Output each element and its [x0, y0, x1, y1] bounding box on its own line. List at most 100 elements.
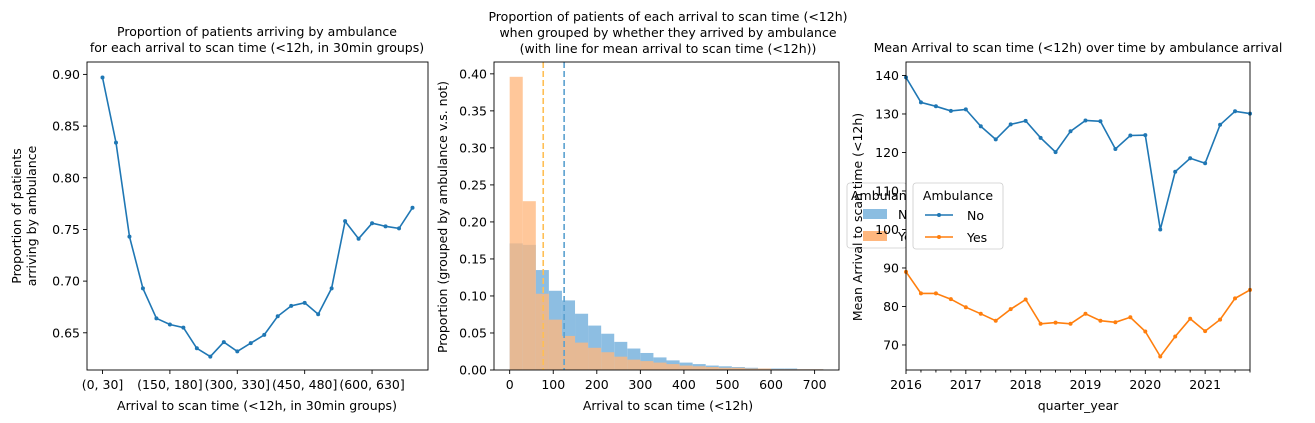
- chart3-point-no: [918, 100, 923, 105]
- chart3-legend-title: Ambulance: [923, 188, 994, 203]
- chart3-y-tick-label: 80: [883, 299, 899, 314]
- chart3-point-no: [993, 137, 998, 142]
- chart2-x-tick-label: 300: [628, 377, 652, 392]
- chart2-title-line2: when grouped by whether they arrived by …: [499, 25, 836, 40]
- chart3-ylabel: Mean Arrival to scan time (<12h): [850, 113, 865, 321]
- chart2-x-tick-label: 700: [803, 377, 827, 392]
- chart3-point-no: [948, 108, 953, 113]
- chart3-title: Mean Arrival to scan time (<12h) over ti…: [874, 40, 1283, 55]
- chart3-point-yes: [1188, 316, 1193, 321]
- chart3-legend: Ambulance No Yes: [912, 182, 1004, 250]
- chart1-point: [289, 303, 294, 308]
- chart3-point-no: [1023, 118, 1028, 123]
- chart2-bar-yes: [640, 361, 654, 370]
- chart2-bar-yes: [666, 364, 680, 370]
- chart-mean-scan-time-over-time: Mean Arrival to scan time (<12h) over ti…: [850, 40, 1282, 413]
- chart3-point-yes: [1203, 329, 1208, 334]
- chart2-x-tick-label: 500: [716, 377, 740, 392]
- chart2-x-tick-label: 200: [585, 377, 609, 392]
- chart1-y-tick-label: 0.70: [52, 274, 80, 289]
- chart1-point: [370, 221, 375, 226]
- chart1-point: [154, 316, 159, 321]
- chart3-y-tick-label: 140: [875, 68, 899, 83]
- chart2-bar-yes: [601, 352, 615, 370]
- chart3-point-no: [1053, 150, 1058, 155]
- chart3-legend-label-no: No: [967, 208, 984, 223]
- chart3-point-yes: [933, 291, 938, 296]
- chart2-bar-yes: [731, 367, 745, 370]
- chart2-bar-yes: [509, 76, 523, 371]
- chart2-bar-yes: [614, 356, 628, 370]
- chart1-point: [221, 340, 226, 345]
- chart1-ylabel-line1: Proportion of patients: [9, 148, 24, 284]
- chart2-frame: [493, 61, 840, 371]
- chart3-point-yes: [1173, 334, 1178, 339]
- chart3-point-yes: [963, 305, 968, 310]
- chart1-ylabel-line2: arriving by ambulance: [24, 145, 39, 286]
- chart1-point: [127, 234, 132, 239]
- chart3-point-yes: [1158, 354, 1163, 359]
- chart3-point-yes: [978, 311, 983, 316]
- chart3-legend-label-yes: Yes: [966, 230, 987, 245]
- chart3-y-tick-label: 110: [875, 183, 899, 198]
- chart2-legend-title: Ambulance: [851, 188, 922, 203]
- chart1-point: [235, 349, 240, 354]
- chart1-y-tick-label: 0.75: [52, 222, 80, 237]
- chart1-title-line2: for each arrival to scan time (<12h, in …: [90, 40, 424, 55]
- chart2-x-tick-label: 0: [506, 377, 514, 392]
- chart1-x-tick-label: (0, 30]: [82, 377, 124, 392]
- chart3-point-yes: [1233, 296, 1238, 301]
- chart3-xlabel: quarter_year: [1038, 398, 1119, 413]
- chart3-point-no: [933, 104, 938, 109]
- chart1-point: [329, 286, 334, 291]
- chart3-point-no: [1113, 147, 1118, 152]
- chart2-bar-yes: [705, 367, 719, 370]
- chart1-point: [167, 322, 172, 327]
- chart2-bar-yes: [679, 365, 693, 370]
- chart1-point: [262, 332, 267, 337]
- chart3-y-tick-label: 120: [875, 145, 899, 160]
- chart2-ylabel: Proportion (grouped by ambulance v.s. no…: [435, 81, 450, 353]
- chart2-y-tick-label: 0.15: [459, 251, 487, 266]
- chart1-x-tick-label: (600, 630]: [339, 377, 404, 392]
- chart2-y-tick-label: 0.25: [459, 177, 487, 192]
- chart2-y-tick-label: 0.35: [459, 103, 487, 118]
- chart3-point-no: [1008, 122, 1013, 127]
- chart1-series-line: [101, 77, 414, 358]
- chart3-line-no: [905, 76, 1251, 230]
- chart3-line-yes: [905, 271, 1251, 358]
- chart3-point-no: [1188, 156, 1193, 161]
- chart3-point-no: [1143, 133, 1148, 138]
- chart2-bar-yes: [692, 366, 706, 370]
- chart3-y-tick-label: 90: [883, 260, 899, 275]
- chart3-point-yes: [1023, 297, 1028, 302]
- chart2-legend-swatch-no: [863, 209, 887, 219]
- chart3-point-yes: [1128, 315, 1133, 320]
- chart1-point: [248, 341, 253, 346]
- chart3-x-tick-label: 2020: [1129, 377, 1161, 392]
- chart2-bar-yes: [653, 362, 667, 370]
- chart3-x-tick-label: 2021: [1189, 377, 1221, 392]
- chart2-bar-yes: [561, 335, 576, 370]
- chart2-y-tick-label: 0.40: [459, 66, 487, 81]
- chart3-frame: [905, 61, 1251, 371]
- chart2-y-tick-label: 0.00: [459, 363, 487, 378]
- chart1-point: [316, 312, 321, 317]
- chart1-point: [343, 219, 348, 224]
- chart1-point: [100, 75, 105, 80]
- chart3-x-tick-label: 2017: [950, 377, 982, 392]
- chart3-y-tick-label: 130: [875, 106, 899, 121]
- chart3-point-yes: [1053, 320, 1058, 325]
- chart2-y-tick-label: 0.05: [459, 325, 487, 340]
- chart3-point-yes: [1068, 321, 1073, 326]
- chart3-point-yes: [918, 291, 923, 296]
- chart2-bar-yes: [575, 342, 589, 370]
- chart3-x-tick-label: 2019: [1070, 377, 1102, 392]
- chart3-point-yes: [1038, 321, 1043, 326]
- chart2-bar-yes: [522, 201, 536, 370]
- chart3-point-no: [1218, 122, 1223, 127]
- chart2-bar-yes: [744, 368, 758, 370]
- chart-proportion-ambulance-by-scan-time: Proportion of patients arriving by ambul…: [9, 24, 429, 413]
- chart2-y-tick-label: 0.20: [459, 214, 487, 229]
